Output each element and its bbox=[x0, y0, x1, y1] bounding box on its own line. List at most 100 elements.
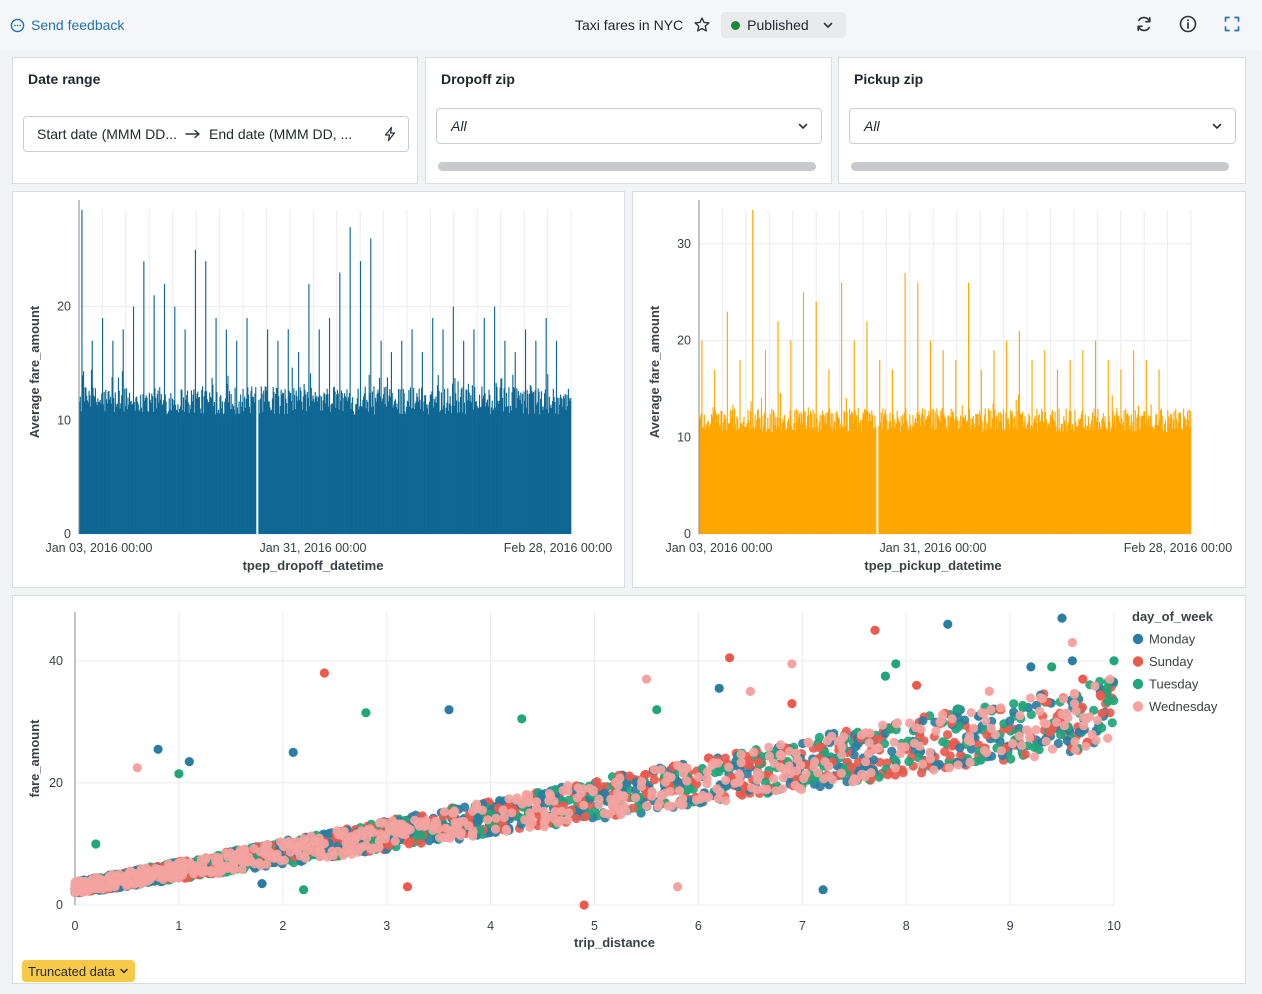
y-tick-label: 20 bbox=[49, 776, 63, 790]
scatter-point bbox=[836, 768, 847, 778]
fullscreen-icon[interactable] bbox=[1222, 14, 1242, 34]
bar bbox=[900, 416, 902, 534]
bar bbox=[525, 407, 527, 534]
bar bbox=[308, 283, 310, 534]
end-date-placeholder[interactable]: End date (MMM DD, ... bbox=[209, 126, 353, 142]
bar bbox=[118, 390, 120, 534]
scatter-point bbox=[935, 717, 945, 727]
bar bbox=[809, 427, 811, 534]
bar bbox=[551, 401, 554, 534]
scatter-point bbox=[996, 746, 1007, 756]
bar bbox=[248, 394, 250, 534]
bar bbox=[833, 427, 835, 534]
y-axis-title: fare_amount bbox=[27, 719, 42, 798]
bar bbox=[433, 398, 435, 534]
bar bbox=[737, 418, 739, 534]
pickup-zip-label: Pickup zip bbox=[854, 71, 924, 87]
bar bbox=[156, 394, 158, 534]
bar bbox=[1160, 410, 1162, 534]
dropoff-zip-scrollbar[interactable] bbox=[438, 162, 816, 171]
bar bbox=[875, 426, 877, 534]
bar bbox=[154, 388, 156, 534]
bar bbox=[357, 388, 359, 534]
bar bbox=[558, 397, 560, 534]
bar bbox=[906, 424, 909, 534]
bar bbox=[748, 420, 750, 534]
bar bbox=[275, 387, 277, 534]
bar bbox=[110, 403, 112, 534]
bar bbox=[832, 413, 834, 534]
bar bbox=[960, 415, 962, 534]
bar bbox=[1034, 416, 1036, 534]
legend-swatch bbox=[1132, 633, 1144, 645]
bar bbox=[741, 423, 743, 534]
bar bbox=[494, 306, 496, 534]
truncated-data-badge[interactable]: Truncated data bbox=[22, 960, 135, 982]
bar bbox=[151, 393, 153, 534]
bar bbox=[905, 408, 907, 534]
x-tick-label: Jan 31, 2016 00:00 bbox=[879, 541, 986, 555]
favorite-star-icon[interactable] bbox=[693, 16, 711, 34]
bar bbox=[550, 404, 552, 534]
scatter-point bbox=[361, 708, 371, 718]
y-tick-label: 0 bbox=[684, 527, 691, 541]
bar bbox=[1037, 432, 1039, 534]
bar bbox=[501, 397, 504, 534]
lightning-bolt-icon[interactable] bbox=[382, 126, 398, 142]
start-date-placeholder[interactable]: Start date (MMM DD... bbox=[37, 126, 178, 142]
bar bbox=[98, 402, 100, 534]
bar bbox=[1179, 412, 1182, 534]
info-icon[interactable] bbox=[1178, 14, 1198, 34]
bar bbox=[329, 412, 331, 534]
bar bbox=[808, 414, 810, 534]
date-range-input[interactable]: Start date (MMM DD... End date (MMM DD, … bbox=[23, 116, 409, 152]
send-feedback-link[interactable]: Send feedback bbox=[10, 15, 124, 35]
bar bbox=[1113, 423, 1115, 534]
bar bbox=[132, 403, 134, 534]
bar bbox=[1099, 426, 1101, 534]
bar bbox=[1135, 431, 1137, 534]
bar bbox=[1047, 423, 1049, 534]
bar bbox=[1190, 411, 1192, 534]
bar bbox=[847, 431, 849, 534]
bar bbox=[216, 392, 218, 534]
scatter-point bbox=[405, 836, 415, 847]
bar bbox=[321, 396, 323, 534]
publish-status-dropdown[interactable]: Published bbox=[721, 12, 846, 38]
dropoff-zip-select[interactable]: All bbox=[436, 108, 822, 144]
scatter-point bbox=[1029, 752, 1040, 762]
bar bbox=[133, 401, 135, 534]
scatter-point bbox=[947, 741, 957, 751]
bar bbox=[282, 392, 284, 534]
bar bbox=[440, 410, 442, 534]
bar bbox=[948, 425, 951, 534]
bar bbox=[366, 399, 368, 534]
bar bbox=[172, 405, 174, 534]
scatter-point bbox=[579, 900, 589, 910]
bar bbox=[749, 410, 751, 534]
scatter-point bbox=[490, 824, 501, 834]
bar bbox=[1083, 427, 1086, 534]
scatter-point bbox=[563, 786, 573, 796]
bar bbox=[544, 389, 546, 534]
bar bbox=[860, 420, 862, 534]
scatter-point bbox=[1006, 754, 1016, 764]
scatter-point bbox=[892, 718, 903, 728]
bar bbox=[540, 398, 542, 534]
bar bbox=[911, 426, 913, 534]
scatter-point bbox=[579, 800, 589, 810]
bar bbox=[409, 387, 412, 534]
fare-vs-distance-scatter-chart[interactable]: 0 1 2 3 4 5 6 7 8 9 1002040trip_distancefare_amoun… bbox=[13, 596, 1247, 985]
bar bbox=[243, 411, 245, 534]
pickup-zip-scrollbar[interactable] bbox=[851, 162, 1229, 171]
bar bbox=[1155, 413, 1157, 534]
bar bbox=[562, 406, 564, 534]
scatter-point bbox=[1107, 718, 1117, 728]
bar bbox=[850, 413, 852, 534]
refresh-icon[interactable] bbox=[1134, 14, 1154, 34]
bar bbox=[175, 409, 177, 534]
bar bbox=[779, 393, 782, 534]
pickup-zip-select[interactable]: All bbox=[849, 108, 1236, 144]
